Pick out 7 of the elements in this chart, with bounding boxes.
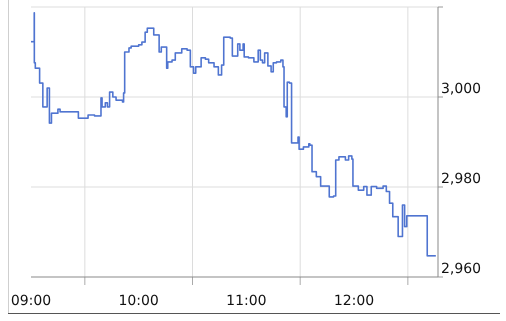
x-tick-label: 12:00 [334, 293, 374, 309]
y-tick-label: 3,000 [441, 81, 482, 97]
x-tick-label: 11:00 [226, 293, 267, 309]
y-tick-label: 2,960 [441, 261, 482, 277]
x-tick-label: 10:00 [118, 293, 159, 309]
x-tick-label: 09:00 [10, 293, 52, 309]
y-tick-label: 2,980 [441, 171, 482, 187]
